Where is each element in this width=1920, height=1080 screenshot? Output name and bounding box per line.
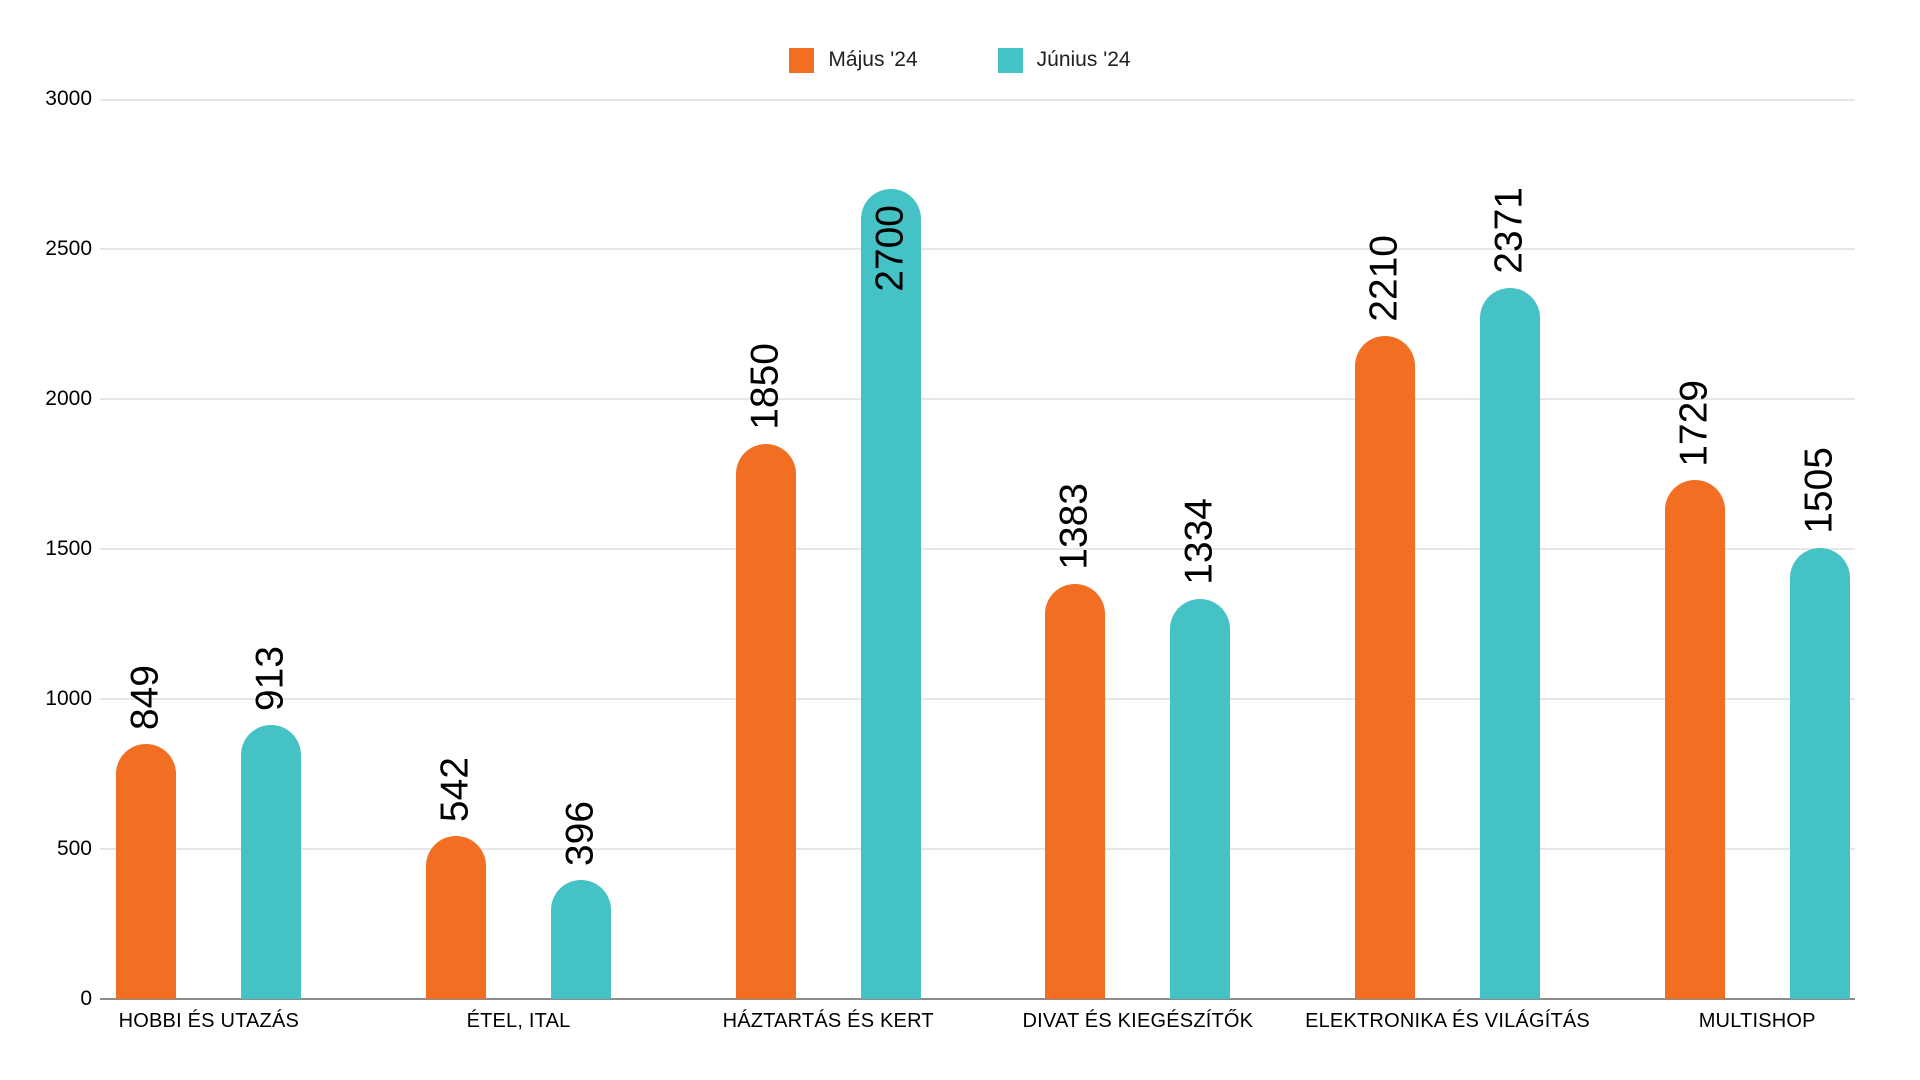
y-axis-tick-label: 500 [56,837,92,860]
category-label-divat-es-kiegeszitok: DIVAT ÉS KIEGÉSZÍTŐK [1022,1010,1254,1032]
bar-junius-24-elektronika-es-vilagitas: 2371 [1480,187,1541,999]
y-axis-tick-label: 0 [80,987,92,1010]
category-group-haztartas-es-kert: 1850 2700 [673,99,983,999]
bar-junius-24-multishop: 1505 [1789,447,1850,999]
legend-swatch-icon [997,47,1023,73]
category-group-divat-es-kiegeszitok: 1383 1334 [983,99,1293,999]
bar-value-label: 2700 [868,205,912,292]
bar-value-label: 542 [433,757,477,823]
y-axis-tick-label: 2500 [45,237,92,260]
legend-item-majus-24: Május '24 [789,47,918,73]
y-axis-labels: 0 500 1000 1500 2000 2500 3000 [0,87,92,1010]
legend-item-junius-24: Június '24 [997,47,1131,73]
bar-value-label: 913 [248,646,292,712]
bar-junius-24-etel-ital: 396 [551,801,611,999]
bar-value-label: 1850 [743,343,787,430]
bar-junius-24-divat-es-kiegeszitok: 1334 [1170,498,1231,999]
x-axis-baseline [100,998,1855,1000]
bar-majus-24-haztartas-es-kert: 1850 [735,343,796,999]
category-group-etel-ital: 542 396 [364,99,674,999]
bar-value-label: 2371 [1487,186,1531,274]
bar-junius-24-hobbi-es-utazas: 913 [241,646,302,999]
bar-majus-24-hobbi-es-utazas: 849 [116,665,177,999]
category-label-multishop: MULTISHOP [1698,1010,1816,1032]
legend-label: Május '24 [828,48,918,71]
plot-gridlines [100,99,1855,1000]
y-axis-tick-label: 1500 [45,537,92,560]
category-group-hobbi-es-utazas: 849 913 [54,99,364,999]
bar-majus-24-divat-es-kiegeszitok: 1383 [1045,483,1106,999]
category-label-hobbi-es-utazas: HOBBI ÉS UTAZÁS [118,1010,300,1032]
chart-legend: Május '24 Június '24 [0,47,1920,73]
bar-value-label: 1505 [1797,446,1841,534]
bar-majus-24-etel-ital: 542 [426,757,486,999]
y-axis-tick-label: 3000 [45,87,92,110]
category-group-multishop: 1729 1505 [1602,99,1912,999]
gridline [100,698,1855,700]
plot-bars: 849 913 542 396 1850 2700 1383 1334 2210 2371 1729… [54,99,1912,999]
bar-majus-24-elektronika-es-vilagitas: 2210 [1355,235,1416,999]
gridline [100,248,1855,250]
bar-value-label: 1729 [1672,379,1716,467]
gridline [100,99,1855,101]
category-label-haztartas-es-kert: HÁZTARTÁS ÉS KERT [722,1010,934,1032]
bar-value-label: 396 [558,801,602,867]
category-label-etel-ital: ÉTEL, ITAL [466,1010,571,1032]
legend-label: Június '24 [1036,48,1131,71]
bar-junius-24-haztartas-es-kert: 2700 [860,189,921,999]
y-axis-tick-label: 2000 [45,387,92,410]
gridline [100,398,1855,400]
bar-value-label: 1334 [1177,498,1221,585]
gridline [100,548,1855,550]
y-axis-tick-label: 1000 [45,687,92,710]
bar-value-label: 849 [123,665,167,731]
bar-value-label: 1383 [1052,483,1096,571]
category-group-elektronika-es-vilagitas: 2210 2371 [1293,99,1603,999]
gridline [100,848,1855,850]
legend-swatch-icon [789,47,815,73]
x-axis-category-labels: HOBBI ÉS UTAZÁS ÉTEL, ITAL HÁZTARTÁS ÉS KE… [54,1008,1912,1034]
bar-value-label: 2210 [1362,235,1406,322]
bar-majus-24-multishop: 1729 [1664,380,1725,999]
category-label-elektronika-es-vilagitas: ELEKTRONIKA ÉS VILÁGÍTÁS [1305,1010,1590,1032]
